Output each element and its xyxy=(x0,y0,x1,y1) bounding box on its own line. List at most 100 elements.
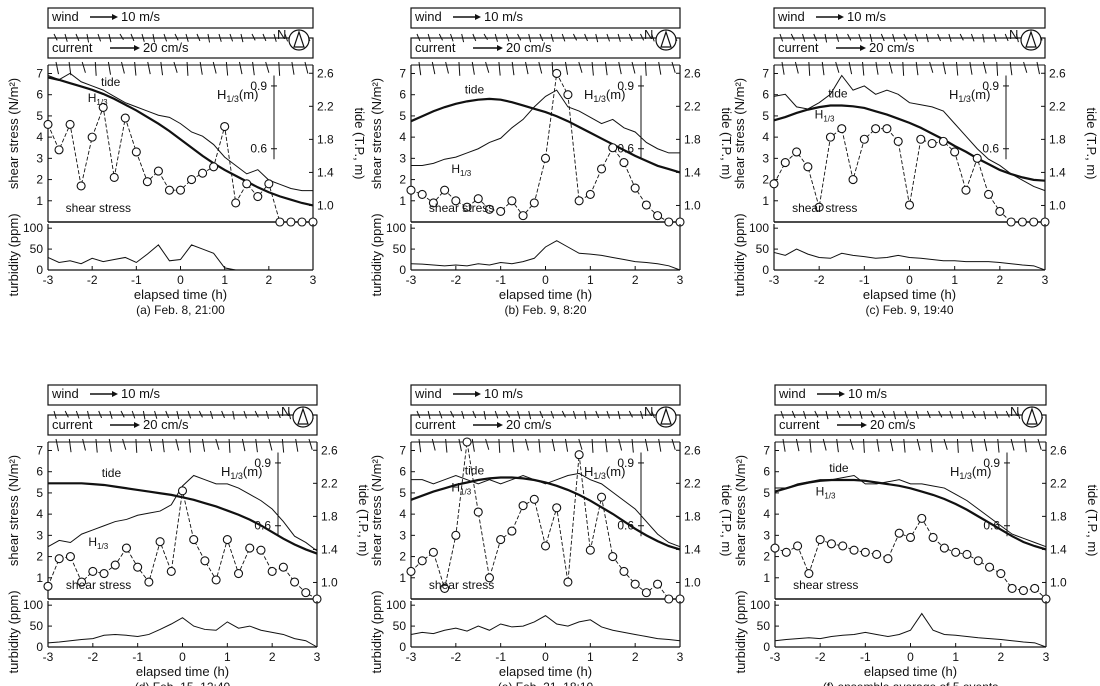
h13-series-label-sub: 1/3 xyxy=(97,542,109,551)
wind-scale-label: 10 m/s xyxy=(484,9,524,24)
shear-tick-label: 1 xyxy=(763,571,770,585)
shear-point xyxy=(1018,585,1028,596)
turb-tick-label: 0 xyxy=(762,263,769,277)
wind-vector xyxy=(847,33,852,41)
shear-point xyxy=(200,556,210,566)
shear-point xyxy=(608,552,618,562)
x-tick-label: -2 xyxy=(450,273,461,287)
current-vector xyxy=(618,61,622,75)
turb-tick-label: 100 xyxy=(750,598,770,612)
current-scale-label: 20 cm/s xyxy=(143,417,189,432)
current-vector xyxy=(849,438,854,450)
shear-point xyxy=(473,194,483,204)
shear-point xyxy=(972,153,982,163)
h13-axis-label: H1/3(m) xyxy=(584,87,625,104)
shear-point xyxy=(653,211,663,221)
shear-point xyxy=(209,162,219,172)
shear-point xyxy=(175,185,186,195)
y-axis-label-tide: tide (T.P., m) xyxy=(352,107,367,179)
current-box xyxy=(47,37,314,59)
current-vector xyxy=(982,61,987,74)
shear-point xyxy=(950,147,960,157)
current-vector xyxy=(794,61,799,74)
shear-point xyxy=(451,530,461,540)
wind-box xyxy=(410,7,681,29)
current-box xyxy=(773,37,1046,59)
north-arrow-needle xyxy=(297,407,309,425)
current-vector xyxy=(631,438,634,453)
shear-tick-label: 1 xyxy=(399,194,406,208)
shear-point xyxy=(781,547,791,557)
shear-point xyxy=(859,134,869,144)
tide-tick-label: 1.8 xyxy=(321,509,338,523)
panel-caption: (d) Feb. 15, 12:40 xyxy=(135,680,231,686)
y-axis-label-turbidity: turbidity (ppm) xyxy=(733,590,748,673)
shear-point xyxy=(882,124,892,134)
chart-panel-3: wind 10 m/s current 20 cm/s N 1 2 3 4 5 6 7 1.0 1.4 1.… xyxy=(732,7,1099,317)
shear-point xyxy=(133,562,143,572)
shear-point xyxy=(406,566,416,576)
current-vector xyxy=(511,438,515,453)
y-axis-label-turbidity: turbidity (ppm) xyxy=(369,213,384,296)
current-vector xyxy=(1024,438,1027,453)
current-vector xyxy=(418,61,422,76)
north-arrow-icon xyxy=(292,406,314,428)
current-vector xyxy=(631,61,636,74)
turb-tick-label: 0 xyxy=(399,263,406,277)
wind-vector xyxy=(517,33,522,41)
x-tick-label: 1 xyxy=(224,650,231,664)
shear-tick-label: 5 xyxy=(399,486,406,500)
current-vector xyxy=(445,438,448,453)
shear-point xyxy=(451,196,461,206)
wind-label: wind xyxy=(414,9,442,24)
x-tick-label: -1 xyxy=(495,273,506,287)
shear-point xyxy=(131,147,141,157)
tide-tick-label: 1.0 xyxy=(684,198,701,212)
shear-tick-label: 2 xyxy=(36,173,43,187)
shear-tick-label: 6 xyxy=(399,88,406,102)
shear-point xyxy=(290,577,300,587)
x-tick-label: 0 xyxy=(542,650,549,664)
tide-tick-label: 1.8 xyxy=(1050,509,1067,523)
shear-point xyxy=(121,543,132,553)
current-vector xyxy=(671,61,676,73)
h13-tick-label: 0.6 xyxy=(982,142,999,156)
y-axis-label-turbidity: turbidity (ppm) xyxy=(6,590,21,673)
turbidity-series-line xyxy=(410,615,681,642)
current-vector xyxy=(485,438,490,450)
shear-point xyxy=(87,132,97,142)
north-label: N xyxy=(1010,404,1019,419)
shear-point xyxy=(961,185,971,195)
shear-tick-label: 2 xyxy=(763,550,770,564)
h13-series-line xyxy=(775,474,1047,548)
current-vector xyxy=(94,61,97,76)
x-tick-label: 2 xyxy=(996,273,1003,287)
current-vector xyxy=(889,438,894,452)
h13-series-label-sub: 1/3 xyxy=(823,115,835,124)
x-tick-label: 0 xyxy=(542,273,549,287)
h13-tick-label: 0.9 xyxy=(617,456,634,470)
y-axis-label-shear: shear stress (N/m²) xyxy=(369,78,384,189)
h13-series-label: H1/3 xyxy=(88,535,108,551)
h13-axis-label: H1/3(m) xyxy=(949,87,990,104)
tide-series-label: tide xyxy=(102,466,122,480)
x-tick-label: 3 xyxy=(310,273,317,287)
shear-tick-label: 5 xyxy=(763,486,770,500)
shear-tick-label: 6 xyxy=(36,465,43,479)
north-arrow-icon xyxy=(1021,406,1043,428)
x-tick-label: -2 xyxy=(815,650,826,664)
wind-vector xyxy=(959,33,964,41)
shear-point xyxy=(245,543,255,553)
shear-point xyxy=(99,568,109,579)
shear-point xyxy=(630,579,640,589)
shear-point xyxy=(995,206,1005,216)
y-axis-label-turbidity: turbidity (ppm) xyxy=(6,213,21,296)
current-vector xyxy=(175,438,180,451)
h13-axis-label-sub: 1/3 xyxy=(230,471,243,481)
current-vector xyxy=(997,438,1000,453)
turb-tick-label: 100 xyxy=(23,598,43,612)
current-vector xyxy=(498,61,501,76)
turb-tick-label: 100 xyxy=(386,221,406,235)
x-tick-label: -1 xyxy=(495,650,506,664)
h13-axis-label-sub: 1/3 xyxy=(226,94,239,104)
